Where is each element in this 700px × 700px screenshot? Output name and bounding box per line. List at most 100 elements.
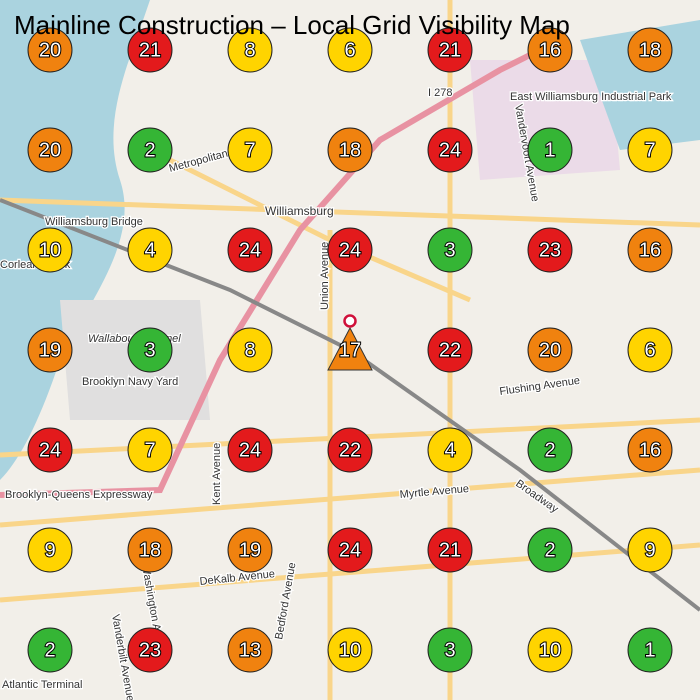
grid-cell [527, 227, 573, 273]
grid-cell [527, 127, 573, 173]
grid-cell [527, 327, 573, 373]
cell-value: 10 [339, 639, 361, 661]
cell-value: 21 [139, 39, 161, 61]
cell-value: 24 [239, 239, 261, 261]
grid-cell [527, 27, 573, 73]
grid-cell [627, 427, 673, 473]
grid-cell [27, 327, 73, 373]
cell-value: 4 [144, 239, 155, 261]
cell-value: 23 [139, 639, 161, 661]
grid-cell [627, 27, 673, 73]
cell-value: 18 [639, 39, 661, 61]
cell-value: 17 [339, 339, 361, 361]
grid-cell [227, 527, 273, 573]
expressway [0, 37, 562, 498]
place-label: Brooklyn Navy Yard [82, 376, 178, 388]
cell-value: 24 [39, 439, 61, 461]
cell-value: 3 [144, 339, 155, 361]
cell-value: 22 [339, 439, 361, 461]
grid-cell [627, 327, 673, 373]
grid-cell [327, 627, 373, 673]
cell-value: 16 [639, 439, 661, 461]
grid-cell [427, 527, 473, 573]
cell-value: 6 [344, 39, 355, 61]
cell-value: 16 [639, 239, 661, 261]
cell-value: 6 [644, 339, 655, 361]
grid-cell [27, 227, 73, 273]
grid-cell [127, 327, 173, 373]
street-label: Kent Avenue [211, 443, 223, 505]
place-label: Atlantic Terminal [2, 679, 83, 691]
grid-cell [227, 627, 273, 673]
grid-cell [427, 127, 473, 173]
grid-cell [527, 627, 573, 673]
cell-value: 23 [539, 239, 561, 261]
cell-value: 21 [439, 539, 461, 561]
grid-cell [427, 427, 473, 473]
cell-value: 3 [444, 239, 455, 261]
cell-value: 9 [644, 539, 655, 561]
cell-value: 2 [44, 639, 55, 661]
grid-cell [27, 27, 73, 73]
industrial-area [470, 60, 620, 180]
grid-cell [27, 127, 73, 173]
grid-cell [227, 127, 273, 173]
cell-value: 19 [39, 339, 61, 361]
cell-value: 18 [339, 139, 361, 161]
cell-value: 13 [239, 639, 261, 661]
cell-value: 2 [544, 539, 555, 561]
cell-value: 16 [539, 39, 561, 61]
cell-value: 20 [539, 339, 561, 361]
cell-value: 20 [39, 139, 61, 161]
cell-value: 1 [644, 639, 655, 661]
cell-value: 3 [444, 639, 455, 661]
grid-cell [527, 527, 573, 573]
grid-cell [27, 627, 73, 673]
cell-value: 24 [339, 239, 361, 261]
grid-cell [27, 527, 73, 573]
cell-value: 7 [144, 439, 155, 461]
cell-value: 2 [144, 139, 155, 161]
cell-value: 8 [244, 339, 255, 361]
cell-value: 4 [444, 439, 455, 461]
cell-value: 20 [39, 39, 61, 61]
cell-value: 24 [439, 139, 461, 161]
map-title: Mainline Construction – Local Grid Visib… [14, 10, 570, 40]
grid-cell [427, 227, 473, 273]
cell-value: 10 [39, 239, 61, 261]
grid-cell [627, 127, 673, 173]
grid-cell [327, 227, 373, 273]
cell-value: 21 [439, 39, 461, 61]
grid-cell [427, 627, 473, 673]
cell-value: 10 [539, 639, 561, 661]
place-label: Williamsburg [265, 204, 334, 218]
grid-cell [227, 327, 273, 373]
cell-value: 24 [339, 539, 361, 561]
cell-value: 8 [244, 39, 255, 61]
site-marker [327, 326, 373, 371]
cell-value: 19 [239, 539, 261, 561]
grid-cell [627, 227, 673, 273]
cell-value: 22 [439, 339, 461, 361]
cell-value: 9 [44, 539, 55, 561]
grid-cell [527, 427, 573, 473]
place-label: Williamsburg Bridge [45, 216, 143, 228]
street-label: Brooklyn-Queens Expressway [5, 489, 153, 501]
street-label: Union Avenue [319, 242, 331, 310]
cell-value: 24 [239, 439, 261, 461]
grid-cell [127, 627, 173, 673]
grid-cell [127, 527, 173, 573]
grid-cell [327, 27, 373, 73]
grid-cell [427, 327, 473, 373]
cell-value: 7 [644, 139, 655, 161]
grid-cell [127, 127, 173, 173]
route-label: I 278 [428, 87, 452, 99]
site-pin [343, 314, 357, 328]
cell-value: 18 [139, 539, 161, 561]
grid-cell [227, 227, 273, 273]
grid-cell [127, 427, 173, 473]
grid-cell [327, 427, 373, 473]
grid-cell [327, 127, 373, 173]
